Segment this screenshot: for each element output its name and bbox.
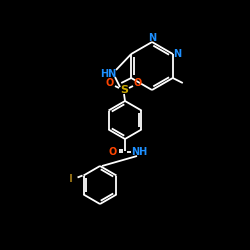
Text: O: O	[109, 147, 117, 157]
Text: O: O	[106, 78, 114, 88]
Text: HN: HN	[100, 69, 116, 79]
Text: I: I	[68, 174, 72, 184]
Text: NH: NH	[131, 147, 147, 157]
Text: O: O	[134, 78, 142, 88]
Text: N: N	[173, 49, 181, 59]
Text: S: S	[120, 85, 128, 95]
Text: N: N	[148, 33, 156, 43]
